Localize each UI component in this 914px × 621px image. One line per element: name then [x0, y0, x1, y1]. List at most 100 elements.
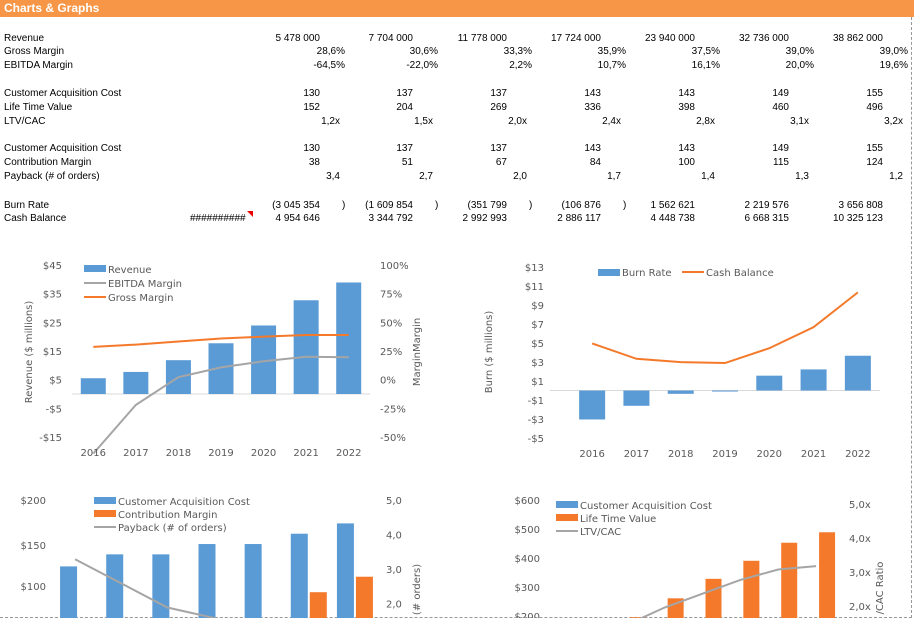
ltv-cac-chart[interactable]: $600 $500 $400 $300 $200 5,0x 4,0x 3,0x 2,0x/CAC… [460, 488, 910, 621]
table-cell[interactable]: -64,5% [313, 60, 345, 71]
row-label[interactable]: Life Time Value [4, 102, 73, 113]
table-cell[interactable]: 2,7 [419, 171, 433, 182]
table-cell[interactable]: 3,1x [790, 116, 809, 127]
burn-cash-chart[interactable]: $13 $11 $9 $7 $5 $3 $1 -$1 -$3 -$5 2016 2017 2018 201… [460, 252, 910, 467]
table-cell[interactable]: 7 704 000 [368, 33, 414, 44]
table-cell[interactable]: 38 862 000 [832, 33, 883, 44]
table-cell[interactable]: 4 954 646 [275, 213, 321, 224]
table-cell[interactable]: 143 [584, 143, 601, 154]
table-cell[interactable]: 115 [773, 157, 789, 168]
error-cell[interactable]: ########## [190, 213, 246, 224]
table-cell[interactable]: 137 [490, 143, 507, 154]
table-cell[interactable]: 460 [772, 102, 789, 113]
table-cell[interactable]: 130 [303, 88, 320, 99]
table-cell[interactable]: 2,0x [508, 116, 527, 127]
table-cell[interactable]: (1 609 854 [365, 200, 413, 211]
table-cell[interactable]: 28,6% [316, 46, 345, 57]
table-cell[interactable]: 6 668 315 [744, 213, 790, 224]
table-cell[interactable]: 3,2x [884, 116, 903, 127]
table-cell[interactable]: 11 778 000 [457, 33, 507, 44]
table-cell[interactable]: 1 562 621 [650, 200, 696, 211]
table-cell[interactable]: 2,0 [513, 171, 527, 182]
table-cell[interactable]: 5 478 000 [275, 33, 321, 44]
table-cell[interactable]: 130 [303, 143, 320, 154]
table-cell[interactable]: 149 [772, 88, 789, 99]
table-cell[interactable]: 100 [678, 157, 695, 168]
table-cell[interactable]: 51 [401, 157, 413, 168]
table-cell[interactable]: 35,9% [597, 46, 626, 57]
row-label[interactable]: LTV/CAC [4, 116, 46, 127]
table-cell[interactable]: 20,0% [785, 60, 814, 71]
table-cell[interactable]: 155 [866, 143, 883, 154]
row-label[interactable]: Cash Balance [4, 213, 67, 224]
table-cell[interactable]: (351 799 [467, 200, 507, 211]
row-label[interactable]: Contribution Margin [4, 157, 92, 168]
table-cell[interactable]: 1,3 [795, 171, 809, 182]
table-cell[interactable]: 149 [772, 143, 789, 154]
payback-chart[interactable]: $200 $150 $100 5,0 4,0 3,0 2,0 x (# orders) Cust… [0, 488, 455, 621]
table-cell[interactable]: 1,2 [889, 171, 903, 182]
table-cell[interactable]: 30,6% [409, 46, 438, 57]
table-cell[interactable]: 33,3% [503, 46, 532, 57]
table-cell[interactable]: 143 [584, 88, 601, 99]
table-cell[interactable]: 39,0% [879, 46, 908, 57]
row-label[interactable]: Payback (# of orders) [4, 171, 100, 182]
revenue-margin-chart[interactable]: $45 $35 $25 $15 $5 -$5 -$15 100% 75% 50% 25% 0% -25%… [0, 252, 455, 467]
table-cell[interactable]: 32 736 000 [738, 33, 789, 44]
table-cell[interactable]: 269 [490, 102, 507, 113]
table-cell[interactable]: 3 344 792 [368, 213, 414, 224]
table-cell[interactable]: 143 [678, 143, 695, 154]
table-cell[interactable]: 17 724 000 [550, 33, 601, 44]
row-label[interactable]: EBITDA Margin [4, 60, 73, 71]
table-cell[interactable]: 39,0% [785, 46, 814, 57]
table-cell[interactable]: 496 [866, 102, 883, 113]
row-label[interactable]: Gross Margin [4, 46, 65, 57]
table-cell[interactable]: 4 448 738 [650, 213, 696, 224]
table-cell[interactable]: 84 [589, 157, 601, 168]
row-label[interactable]: Customer Acquisition Cost [4, 143, 122, 154]
table-cell[interactable]: 2,8x [696, 116, 715, 127]
table-cell[interactable]: 155 [866, 88, 883, 99]
table-cell[interactable]: -22,0% [406, 60, 438, 71]
table-cell[interactable]: (3 045 354 [272, 200, 320, 211]
table-cell[interactable]: (106 876 [561, 200, 601, 211]
table-cell[interactable]: 1,7 [607, 171, 621, 182]
table-cell[interactable]: 67 [495, 157, 507, 168]
y-tick-label: $3 [531, 358, 544, 369]
table-cell[interactable]: 124 [866, 157, 883, 168]
row-label[interactable]: Revenue [4, 33, 45, 44]
table-cell[interactable]: 3,4 [326, 171, 340, 182]
y-tick-label: $400 [515, 554, 540, 565]
table-cell[interactable]: 143 [678, 88, 695, 99]
x-tick-label: 2017 [123, 448, 148, 459]
table-cell[interactable]: 204 [396, 102, 413, 113]
y2-tick-label: 4,0x [849, 534, 871, 545]
table-cell[interactable]: 2,4x [602, 116, 621, 127]
table-cell[interactable]: 10,7% [597, 60, 626, 71]
row-label[interactable]: Burn Rate [4, 200, 50, 211]
table-cell[interactable]: 37,5% [691, 46, 720, 57]
table-cell[interactable]: 23 940 000 [644, 33, 695, 44]
table-cell[interactable]: 2 886 117 [557, 213, 601, 224]
burn-rate-bar [667, 390, 694, 394]
table-cell[interactable]: 3 656 808 [838, 200, 884, 211]
row-label[interactable]: Customer Acquisition Cost [4, 88, 122, 99]
table-cell[interactable]: 38 [308, 157, 320, 168]
table-cell[interactable]: 152 [303, 102, 320, 113]
table-cell[interactable]: 2 992 993 [462, 213, 508, 224]
table-cell[interactable]: 1,2x [321, 116, 340, 127]
table-cell[interactable]: 1,5x [414, 116, 433, 127]
table-cell[interactable]: 19,6% [879, 60, 908, 71]
table-cell[interactable]: 2 219 576 [744, 200, 790, 211]
legend-label: LTV/CAC [580, 527, 621, 538]
table-cell[interactable]: 137 [396, 143, 413, 154]
table-cell[interactable]: 16,1% [691, 60, 720, 71]
table-cell[interactable]: 1,4 [701, 171, 715, 182]
table-cell[interactable]: 137 [490, 88, 507, 99]
table-cell[interactable]: 2,2% [509, 60, 532, 71]
table-cell[interactable]: 336 [584, 102, 601, 113]
table-cell[interactable]: 10 325 123 [832, 213, 883, 224]
table-cell[interactable]: 398 [678, 102, 695, 113]
revenue-bar [336, 282, 362, 394]
table-cell[interactable]: 137 [396, 88, 413, 99]
